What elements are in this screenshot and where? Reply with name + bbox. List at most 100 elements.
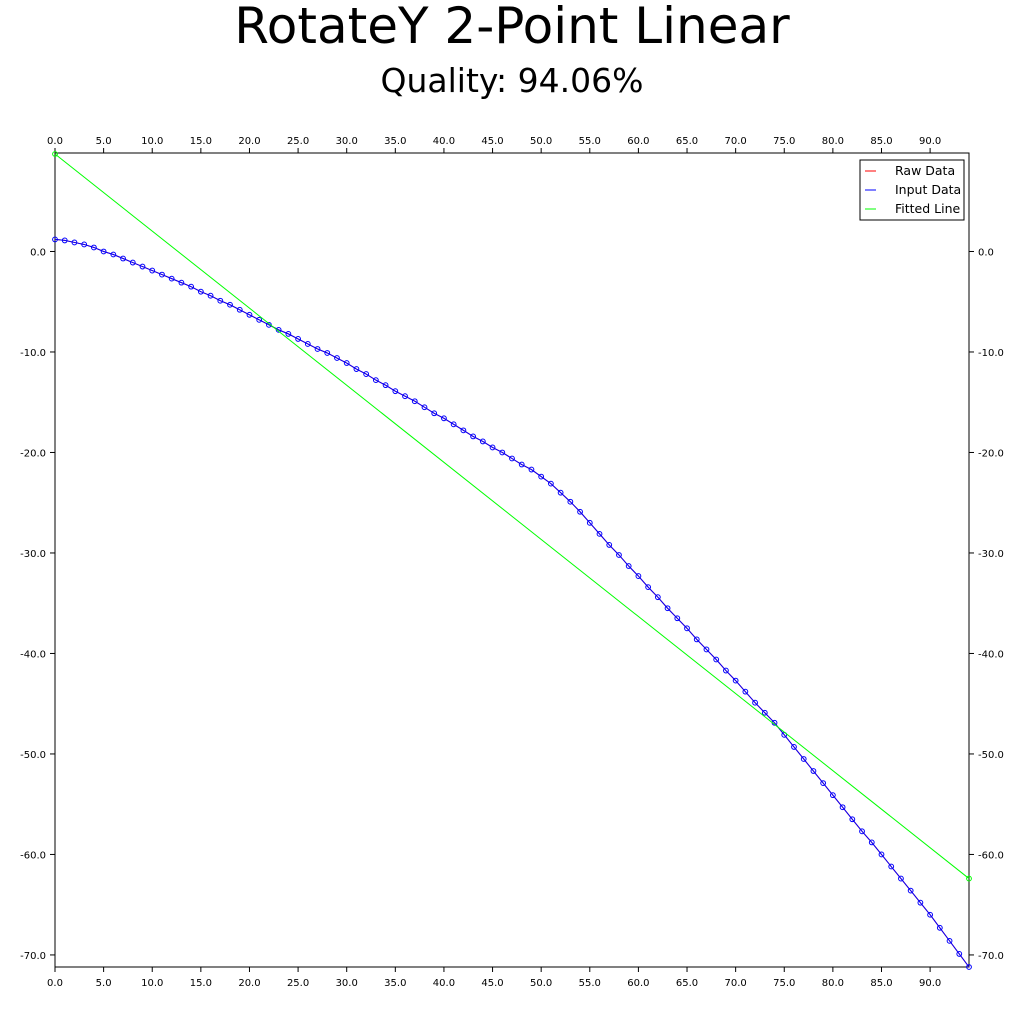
data-point-input-data [304,341,311,347]
x-tick-label-bottom: 30.0 [336,978,358,989]
series-line-raw-data [54,238,970,968]
data-point-input-data [664,605,671,612]
x-tick-label-bottom: 70.0 [725,978,747,989]
data-point-input-data [207,292,214,299]
x-tick-label-bottom: 5.0 [96,978,112,989]
data-point-input-data [431,410,438,417]
data-point-input-data [538,473,545,480]
data-point-input-data [139,263,146,270]
x-tick-label-bottom: 20.0 [238,978,260,989]
data-point-input-data [868,839,875,846]
x-tick-label-top: 85.0 [870,136,892,147]
data-point-input-data [732,677,739,684]
data-point-input-data [324,350,331,356]
x-tick-label-top: 5.0 [96,136,112,147]
x-tick-label-bottom: 25.0 [287,978,309,989]
data-point-input-data [295,336,301,342]
y-tick-label-left: -30.0 [20,549,46,560]
data-point-input-data [236,306,243,313]
chart-title: RotateY 2-Point Linear [234,0,790,55]
data-point-input-data [382,382,389,389]
y-tick-label-right: -30.0 [978,549,1004,560]
data-point-input-data [353,366,360,372]
data-point-input-data [791,744,797,750]
data-point-input-data [635,573,642,579]
x-tick-label-bottom: 45.0 [481,978,503,989]
data-point-input-data [917,899,924,906]
data-point-input-data [343,360,350,366]
x-tick-label-top: 20.0 [238,136,260,147]
x-tick-label-top: 80.0 [822,136,844,147]
data-point-input-data [479,438,486,445]
x-tick-label-bottom: 85.0 [870,978,892,989]
data-point-input-data [946,937,953,944]
data-point-input-data [616,552,622,558]
plot-area-frame [54,152,970,968]
data-point-input-data [528,466,535,473]
series-line-input-data [54,238,970,968]
data-point-input-data [314,346,321,352]
x-tick-label-top: 40.0 [433,136,455,147]
y-tick-label-right: -10.0 [978,348,1004,359]
data-point-input-data [956,951,963,957]
data-point-input-data [509,455,515,462]
data-point-input-data [966,964,972,970]
data-point-input-data [90,244,97,251]
data-point-input-data [392,388,399,395]
data-point-input-data [761,709,768,716]
data-point-input-data [450,421,457,428]
data-point-input-data [693,636,700,643]
data-point-input-data [936,924,943,931]
x-tick-label-top: 35.0 [384,136,406,147]
data-point-input-data [372,377,379,384]
y-tick-label-left: 0.0 [30,247,46,258]
x-tick-label-top: 75.0 [773,136,795,147]
x-tick-label-bottom: 35.0 [384,978,406,989]
data-point-input-data [246,311,253,318]
chart-subtitle: Quality: 94.06% [380,61,644,100]
data-point-input-data [645,584,652,591]
series-line-fitted-line [54,153,970,879]
data-point-input-data [703,646,710,653]
data-point-input-data [402,393,408,400]
data-point-input-data [460,427,467,434]
y-tick-label-right: -40.0 [978,649,1004,660]
x-tick-label-top: 30.0 [336,136,358,147]
data-point-input-data [149,267,156,274]
data-point-fitted-line [966,875,972,882]
data-point-input-data [567,498,574,505]
y-tick-label-right: -50.0 [978,750,1004,761]
x-tick-label-top: 10.0 [141,136,163,147]
data-point-input-data [411,398,418,405]
data-point-input-data [61,237,68,244]
data-point-input-data [752,699,758,706]
data-point-input-data [674,615,681,622]
data-point-input-data [713,656,720,663]
x-tick-label-bottom: 0.0 [47,978,63,989]
data-point-input-data [878,851,885,858]
data-point-input-data [197,288,204,295]
data-point-input-data [188,283,195,290]
data-point-input-data [800,756,807,762]
y-tick-label-left: -60.0 [20,850,46,861]
data-point-input-data [256,316,263,323]
data-point-input-data [810,768,817,774]
y-tick-label-left: -70.0 [20,951,46,962]
data-point-input-data [625,563,632,569]
legend-label: Raw Data [895,163,955,178]
data-point-input-data [927,911,934,918]
x-tick-label-top: 70.0 [725,136,747,147]
data-point-input-data [227,301,233,308]
data-point-input-data [71,239,78,246]
data-point-input-data [489,444,496,451]
legend-label: Fitted Line [895,201,961,216]
data-point-input-data [178,279,185,286]
data-point-input-data [839,804,846,811]
x-tick-label-top: 65.0 [676,136,698,147]
data-point-input-data [285,330,292,337]
data-point-input-data [829,792,836,799]
y-tick-label-right: -60.0 [978,850,1004,861]
data-point-input-data [907,887,914,894]
data-point-input-data [518,461,525,468]
x-tick-label-top: 50.0 [530,136,552,147]
